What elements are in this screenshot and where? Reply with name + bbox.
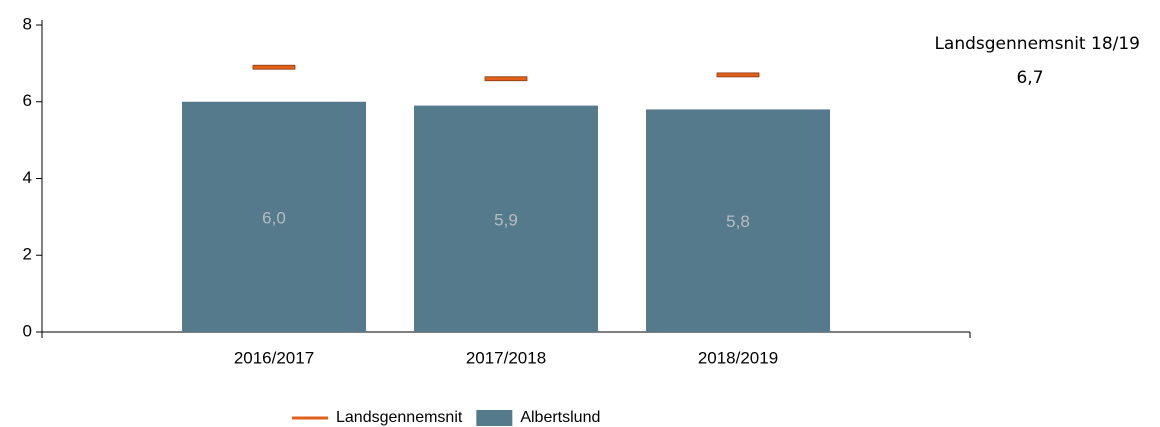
y-tick-label: 0 <box>23 321 32 340</box>
average-marker <box>484 76 528 82</box>
y-tick-label: 2 <box>23 245 32 264</box>
annotation: Landsgennemsnit 18/19 <box>934 34 1140 54</box>
x-tick-label: 2018/2019 <box>698 348 778 367</box>
bar <box>646 109 830 332</box>
average-marker <box>716 72 760 78</box>
value-label: 5,8 <box>726 212 750 231</box>
x-tick-label: 2016/2017 <box>234 348 314 367</box>
legend-swatch <box>476 410 513 426</box>
y-tick-label: 8 <box>23 14 32 33</box>
legend-label: Albertslund <box>520 409 600 426</box>
average-marker <box>252 64 296 70</box>
y-tick-label: 4 <box>23 168 32 187</box>
y-tick-label: 6 <box>23 91 32 110</box>
legend-label: Landsgennemsnit <box>336 409 463 426</box>
annotation: 6,7 <box>1016 68 1043 88</box>
bar <box>182 101 366 332</box>
value-label: 6,0 <box>262 208 286 227</box>
value-label: 5,9 <box>494 210 518 229</box>
x-tick-label: 2017/2018 <box>466 348 546 367</box>
bar <box>414 105 598 333</box>
